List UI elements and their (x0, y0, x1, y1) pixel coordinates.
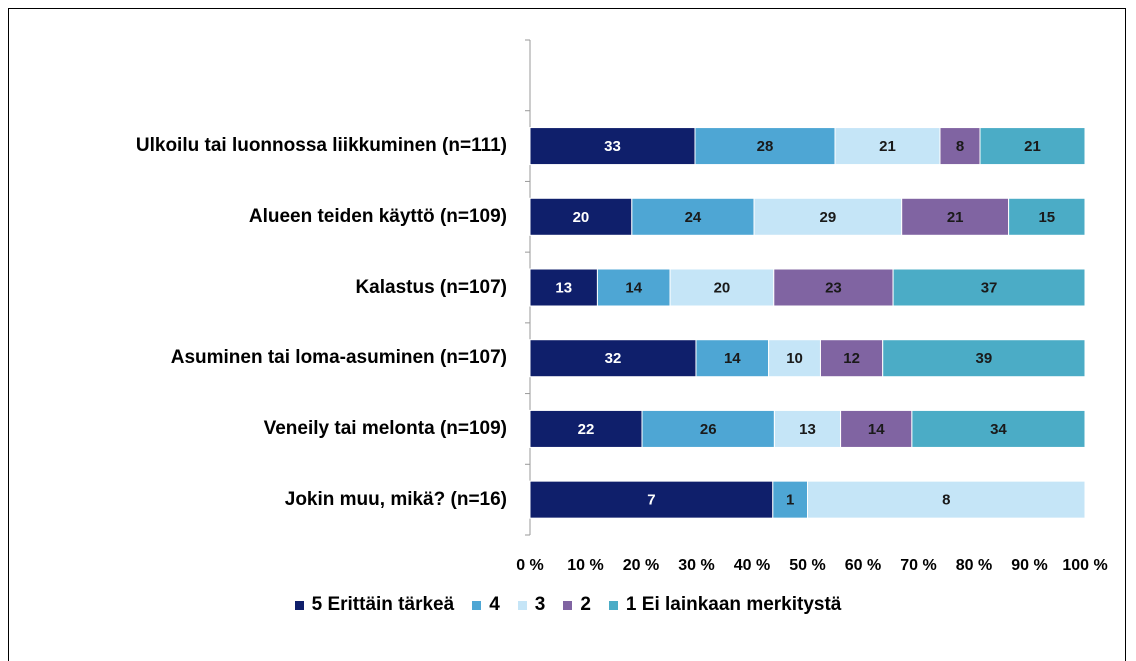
category-label: Alueen teiden käyttö (n=109) (248, 205, 507, 227)
bar-segment (529, 480, 774, 519)
category-label: Jokin muu, mikä? (n=16) (284, 488, 507, 510)
data-label: 34 (990, 421, 1007, 438)
legend-label: 4 (489, 594, 500, 615)
legend-item: 5 Erittäin tärkeä (294, 594, 455, 616)
bar-segment (892, 268, 1086, 307)
bar-segment (631, 197, 755, 236)
bar-segment (753, 197, 903, 236)
data-label: 8 (956, 138, 964, 155)
bar-segment (596, 268, 671, 307)
data-label: 23 (825, 279, 842, 296)
data-label: 39 (976, 350, 993, 367)
x-tick-label: 60 % (845, 557, 881, 574)
bar-segment (939, 127, 981, 166)
data-label: 10 (786, 350, 803, 367)
bar-segment (882, 339, 1086, 378)
data-label: 1 (786, 492, 794, 509)
data-label: 8 (942, 492, 950, 509)
x-tick-label: 80 % (956, 557, 992, 574)
category-label: Kalastus (n=107) (355, 276, 507, 298)
chart-frame (8, 8, 1126, 661)
x-tick-label: 40 % (734, 557, 770, 574)
x-tick-label: 0 % (516, 557, 544, 574)
x-tick-label: 10 % (567, 557, 603, 574)
data-label: 24 (685, 209, 702, 226)
bar-segment (529, 197, 633, 236)
legend-item: 3 (517, 594, 546, 616)
category-label: Veneily tai melonta (n=109) (263, 417, 507, 439)
bar-segment (694, 127, 836, 166)
legend: 5 Erittäin tärkeä 4 3 2 1 Ei lainkaan merkit… (0, 594, 1136, 616)
bar-segment (695, 339, 770, 378)
legend-item: 1 Ei lainkaan merkitystä (608, 594, 842, 616)
x-tick-label: 100 % (1062, 557, 1107, 574)
legend-swatch (608, 600, 618, 610)
data-label: 12 (843, 350, 860, 367)
legend-label: 3 (534, 594, 546, 615)
bar-segment (529, 339, 697, 378)
data-label: 20 (573, 209, 590, 226)
data-label: 14 (625, 279, 642, 296)
bar-segment (911, 409, 1086, 448)
category-label: Ulkoilu tai luonnossa liikkuminen (n=111… (135, 135, 507, 157)
bar-segment (529, 268, 598, 307)
bar-segment (529, 409, 643, 448)
data-label: 21 (947, 209, 964, 226)
data-label: 32 (605, 350, 622, 367)
data-label: 13 (799, 421, 816, 438)
legend-swatch (472, 600, 482, 610)
legend-item: 2 (563, 594, 591, 616)
data-label: 33 (604, 138, 621, 155)
data-label: 14 (724, 350, 741, 367)
data-label: 28 (757, 138, 774, 155)
data-label: 21 (879, 138, 896, 155)
bar-segment (819, 339, 884, 378)
category-label: Asuminen tai loma-asuminen (n=107) (170, 347, 507, 369)
data-label: 7 (647, 492, 655, 509)
legend-item: 4 (472, 594, 500, 616)
bar-segment (834, 127, 941, 166)
data-label: 29 (820, 209, 837, 226)
data-label: 26 (700, 421, 717, 438)
legend-label: 2 (580, 594, 591, 615)
legend-swatch (294, 600, 304, 610)
data-label: 20 (714, 279, 731, 296)
legend-swatch (563, 600, 573, 610)
x-tick-label: 20 % (623, 557, 659, 574)
data-label: 37 (981, 279, 998, 296)
bar-segment (772, 480, 808, 519)
legend-label: 5 Erittäin tärkeä (311, 594, 455, 615)
bar-segment (840, 409, 913, 448)
data-label: 21 (1024, 138, 1041, 155)
x-tick-label: 50 % (789, 557, 825, 574)
bar-segment (768, 339, 821, 378)
bar-segment (669, 268, 775, 307)
data-label: 14 (868, 421, 885, 438)
x-tick-label: 90 % (1011, 557, 1047, 574)
bar-segment (773, 268, 894, 307)
data-label: 15 (1038, 209, 1055, 226)
x-tick-label: 70 % (900, 557, 936, 574)
data-label: 22 (578, 421, 595, 438)
bar-segment (1008, 197, 1086, 236)
bar-segment (807, 480, 1086, 519)
legend-swatch (517, 600, 527, 610)
bar-segment (901, 197, 1010, 236)
legend-label: 1 Ei lainkaan merkitystä (625, 594, 842, 615)
x-tick-label: 30 % (678, 557, 714, 574)
data-label: 13 (555, 279, 572, 296)
bar-segment (979, 127, 1086, 166)
